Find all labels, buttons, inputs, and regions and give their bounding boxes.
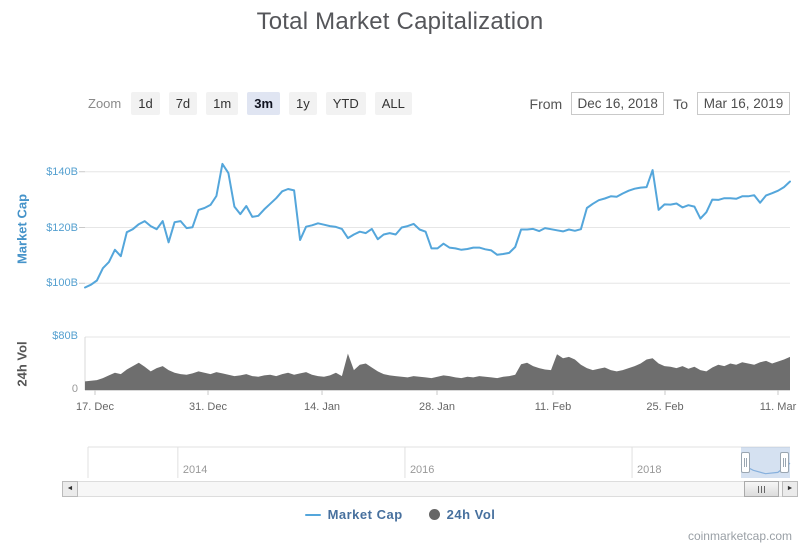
zoom-button-all[interactable]: ALL: [374, 92, 412, 115]
x-axis-tick-label: 31. Dec: [189, 401, 227, 413]
navigator-handle-right[interactable]: [780, 452, 789, 473]
zoom-button-1y[interactable]: 1y: [289, 92, 317, 115]
handle-grip-icon: [744, 458, 747, 467]
handle-grip-icon: [783, 458, 786, 467]
x-axis-tick-label: 11. Mar: [759, 401, 797, 413]
zoom-button-ytd[interactable]: YTD: [325, 92, 366, 115]
zoom-button-3m[interactable]: 3m: [247, 92, 281, 115]
page-title: Total Market Capitalization: [256, 8, 544, 35]
navigator-year-label: 2016: [409, 464, 435, 476]
thumb-grip-icon: [758, 485, 759, 493]
volume-axis-title: 24h Vol: [14, 341, 30, 387]
watermark: coinmarketcap.com: [687, 529, 792, 543]
x-axis-tick-label: 14. Jan: [303, 401, 341, 413]
from-label: From: [529, 95, 563, 112]
circle-series-icon: [428, 509, 440, 520]
to-date-input[interactable]: [697, 92, 790, 115]
navigator-year-label: 2014: [182, 464, 208, 476]
zoom-button-1d[interactable]: 1d: [131, 92, 160, 115]
x-axis-tick-label: 25. Feb: [646, 401, 684, 413]
date-range-group: From To: [530, 92, 790, 115]
y-axis-tick-label: $100B: [46, 277, 78, 290]
legend: Market Cap 24h Vol: [0, 507, 800, 522]
scrollbar-thumb[interactable]: [744, 481, 779, 497]
legend-item-24h-vol[interactable]: 24h Vol: [428, 507, 496, 522]
x-axis-tick-label: 11. Feb: [534, 401, 572, 413]
zoom-button-1m[interactable]: 1m: [206, 92, 239, 115]
y-axis-tick-label: $120B: [46, 221, 78, 234]
x-axis-tick-label: 17. Dec: [76, 401, 114, 413]
volume-y-axis-tick-label: 0: [71, 383, 78, 395]
navigator-handle-left[interactable]: [741, 452, 750, 473]
thumb-grip-icon: [761, 485, 762, 493]
x-axis-tick-label: 28. Jan: [418, 401, 456, 413]
scrollbar-left-arrow-icon[interactable]: ◄: [62, 481, 78, 497]
y-axis-tick-label: $140B: [46, 165, 78, 178]
scrollbar-right-arrow-icon[interactable]: ►: [782, 481, 798, 497]
thumb-grip-icon: [764, 485, 765, 493]
zoom-button-7d[interactable]: 7d: [168, 92, 198, 115]
from-date-input[interactable]: [571, 92, 665, 115]
navigator-year-label: 2018: [637, 464, 662, 476]
to-label: To: [673, 95, 688, 112]
legend-item-market-cap[interactable]: Market Cap: [304, 507, 403, 522]
zoom-button-group: Zoom 1d 7d 1m 3m 1y YTD ALL: [88, 92, 421, 115]
volume-y-axis-tick-label: $80B: [52, 330, 78, 342]
zoom-label: Zoom: [88, 96, 122, 111]
line-series-icon: [304, 513, 321, 516]
scrollbar-track[interactable]: [62, 481, 798, 497]
